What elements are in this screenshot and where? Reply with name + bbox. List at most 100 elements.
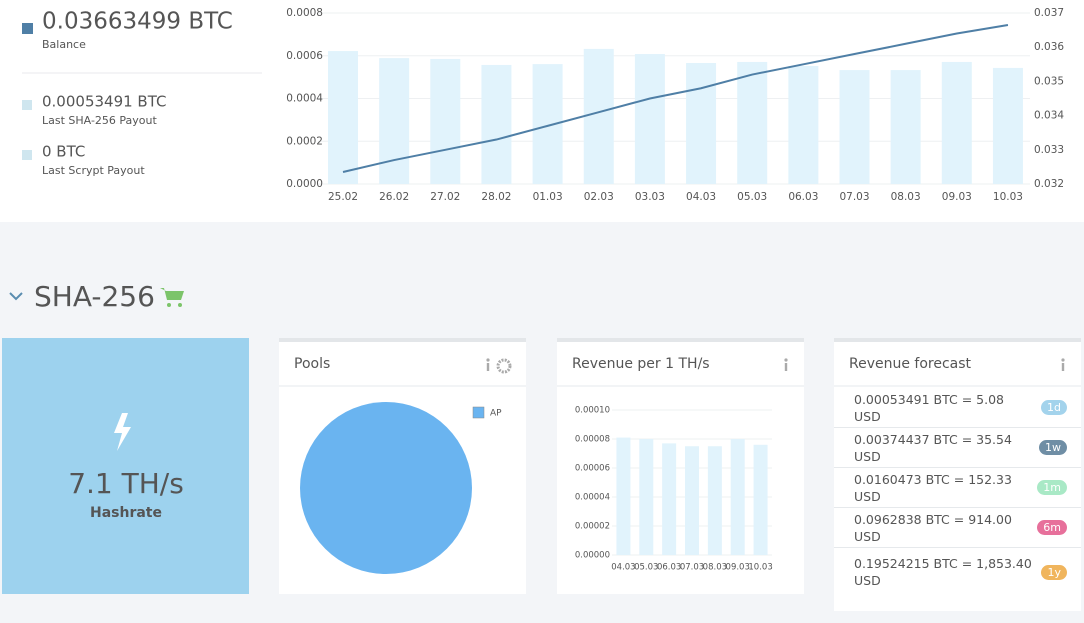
y-tick-label: 0.00000: [575, 551, 610, 561]
forecast-text: 0.00053491 BTC = 5.08 USD: [854, 391, 1004, 424]
stat-label: Last SHA-256 Payout: [42, 114, 157, 127]
settings-icon[interactable]: [496, 358, 512, 374]
forecast-text: 0.0160473 BTC = 152.33 USD: [854, 471, 1012, 504]
bar: [992, 67, 1023, 184]
y-tick-label: 0.0008: [286, 7, 323, 19]
y2-tick-label: 0.035: [1034, 75, 1064, 87]
cart-icon[interactable]: [160, 288, 184, 307]
x-tick-label: 06.03: [657, 563, 681, 573]
legend-label: AP: [490, 409, 502, 419]
bar: [686, 63, 717, 184]
bar: [788, 66, 819, 184]
y-tick-label: 0.00002: [575, 522, 610, 532]
forecast-text: 0.0962838 BTC = 914.00 USD: [854, 511, 1012, 544]
x-tick-label: 01.03: [533, 191, 563, 203]
forecast-row: 0.00374437 BTC = 35.54 USD 1w: [834, 428, 1081, 468]
bar: [328, 51, 358, 184]
bar: [839, 70, 870, 184]
bar: [941, 61, 972, 185]
x-tick-label: 07.03: [680, 563, 704, 573]
x-tick-label: 25.02: [328, 191, 358, 203]
x-tick-label: 08.03: [703, 563, 727, 573]
x-tick-label: 06.03: [788, 191, 818, 203]
bar: [616, 437, 631, 555]
stat-value: 0.03663499 BTC: [42, 9, 233, 35]
period-badge: 6m: [1037, 520, 1067, 535]
legend-swatch: [22, 23, 33, 34]
forecast-text: 0.19524215 BTC = 1,853.40 USD: [854, 556, 1032, 588]
stat-value: 0.00053491 BTC: [42, 93, 166, 111]
forecast-row: 0.19524215 BTC = 1,853.40 USD 1y: [834, 548, 1081, 596]
hashrate-label: Hashrate: [90, 505, 162, 521]
section-title: SHA-256: [34, 280, 155, 313]
legend-swatch: [22, 100, 32, 110]
info-icon[interactable]: [486, 358, 490, 371]
x-tick-label: 10.03: [993, 191, 1023, 203]
bar: [379, 58, 410, 184]
forecast-row: 0.0160473 BTC = 152.33 USD 1m: [834, 468, 1081, 508]
chevron-icon[interactable]: [9, 292, 23, 301]
bar: [737, 61, 768, 185]
y2-tick-label: 0.034: [1034, 110, 1064, 122]
x-tick-label: 08.03: [891, 191, 921, 203]
forecast-card: [834, 338, 1081, 611]
legend-swatch: [472, 406, 485, 419]
x-tick-label: 05.03: [634, 563, 658, 573]
hashrate-value: 7.1 TH/s: [68, 467, 184, 500]
bar: [685, 446, 699, 555]
bar: [662, 443, 677, 555]
bar: [481, 64, 512, 184]
line: [342, 23, 1009, 174]
x-tick-label: 05.03: [737, 191, 767, 203]
bar: [730, 439, 745, 555]
bar: [634, 54, 665, 184]
x-tick-label: 09.03: [726, 563, 750, 573]
x-tick-label: 04.03: [686, 191, 716, 203]
bar: [583, 48, 614, 184]
y2-tick-label: 0.033: [1034, 144, 1064, 156]
x-tick-label: 09.03: [942, 191, 972, 203]
x-tick-label: 28.02: [481, 191, 511, 203]
period-badge: 1w: [1039, 440, 1067, 455]
bar: [639, 439, 654, 555]
stat-label: Balance: [42, 38, 86, 51]
forecast-list: 0.00053491 BTC = 5.08 USD 1d 0.00374437 BT…: [834, 388, 1081, 596]
y-tick-label: 0.00004: [575, 493, 610, 503]
bar: [707, 446, 722, 555]
y-tick-label: 0.00010: [575, 406, 610, 416]
period-badge: 1m: [1037, 480, 1067, 495]
y-tick-label: 0.0000: [286, 178, 323, 190]
y-tick-label: 0.0006: [286, 50, 323, 62]
info-icon[interactable]: [784, 358, 788, 371]
legend-swatch: [22, 150, 32, 160]
y2-tick-label: 0.036: [1034, 41, 1064, 53]
card-title: Revenue forecast: [849, 356, 972, 372]
period-badge: 1y: [1041, 564, 1067, 580]
x-tick-label: 07.03: [839, 191, 869, 203]
forecast-row: 0.0962838 BTC = 914.00 USD 6m: [834, 508, 1081, 548]
y2-tick-label: 0.037: [1034, 7, 1064, 19]
x-tick-label: 02.03: [584, 191, 614, 203]
y-tick-label: 0.00006: [575, 464, 610, 474]
forecast-text: 0.00374437 BTC = 35.54 USD: [854, 431, 1012, 464]
x-tick-label: 04.03: [611, 563, 635, 573]
y2-tick-label: 0.032: [1034, 178, 1064, 190]
bar: [890, 70, 921, 184]
period-badge: 1d: [1041, 400, 1067, 415]
hashrate-card: [2, 338, 249, 594]
x-tick-label: 03.03: [635, 191, 665, 203]
card-title: Pools: [294, 356, 330, 372]
y-tick-label: 0.0002: [286, 135, 323, 147]
info-icon[interactable]: [1061, 358, 1065, 371]
card-title: Revenue per 1 TH/s: [572, 356, 710, 372]
bolt-icon: [114, 413, 131, 451]
stat-value: 0 BTC: [42, 143, 85, 161]
x-tick-label: 26.02: [379, 191, 409, 203]
pie-slice: [300, 402, 472, 574]
stat-label: Last Scrypt Payout: [42, 164, 145, 177]
forecast-row: 0.00053491 BTC = 5.08 USD 1d: [834, 388, 1081, 428]
y-tick-label: 0.00008: [575, 435, 610, 445]
x-tick-label: 10.03: [748, 563, 772, 573]
